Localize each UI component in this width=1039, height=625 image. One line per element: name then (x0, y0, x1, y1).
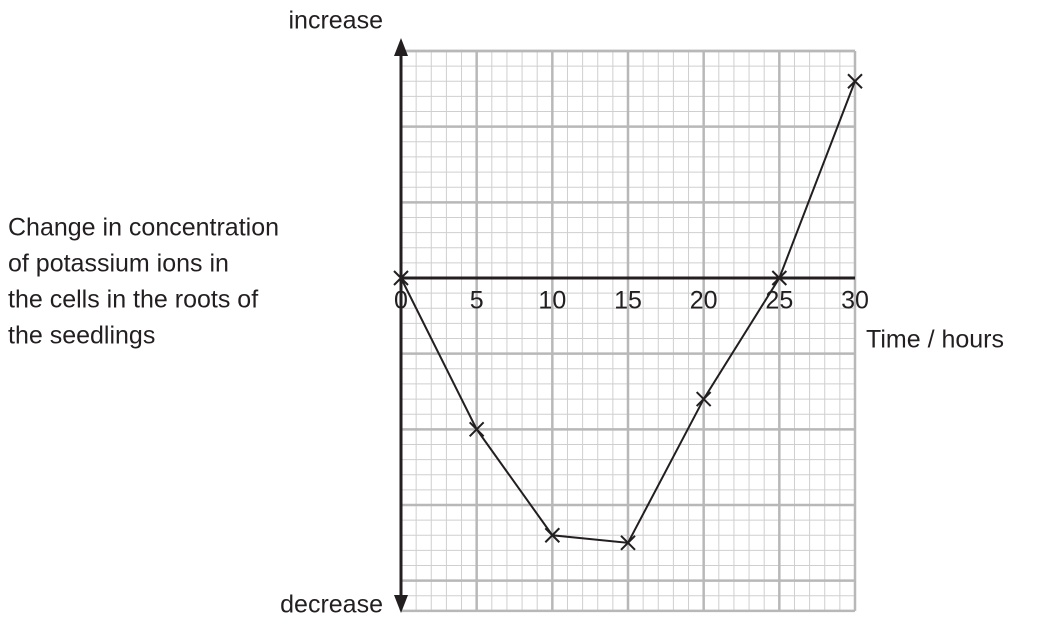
arrow-head (394, 38, 408, 56)
x-tick-label: 10 (538, 287, 566, 315)
data-point (771, 270, 788, 286)
x-axis-label: Time / hours (866, 326, 1004, 354)
data-point (468, 421, 485, 438)
y-axis-label: the cells in the roots of (8, 286, 258, 314)
y-axis-label: the seedlings (8, 322, 155, 350)
data-point (620, 535, 636, 551)
y-bottom-label: decrease (280, 591, 383, 619)
data-point (544, 527, 561, 543)
y-axis-label: of potassium ions in (8, 250, 229, 278)
arrow-head (394, 595, 408, 613)
grid (399, 49, 857, 613)
y-axis-label: Change in concentration (8, 214, 279, 242)
x-tick-label: 15 (614, 287, 642, 315)
data-point (847, 73, 863, 89)
y-top-label: increase (289, 7, 384, 35)
x-tick-label: 20 (690, 287, 718, 315)
x-tick-label: 25 (765, 287, 793, 315)
x-tick-label: 30 (841, 287, 869, 315)
data-point (393, 270, 409, 286)
x-tick-label: 5 (470, 287, 484, 315)
data-point (695, 391, 712, 407)
